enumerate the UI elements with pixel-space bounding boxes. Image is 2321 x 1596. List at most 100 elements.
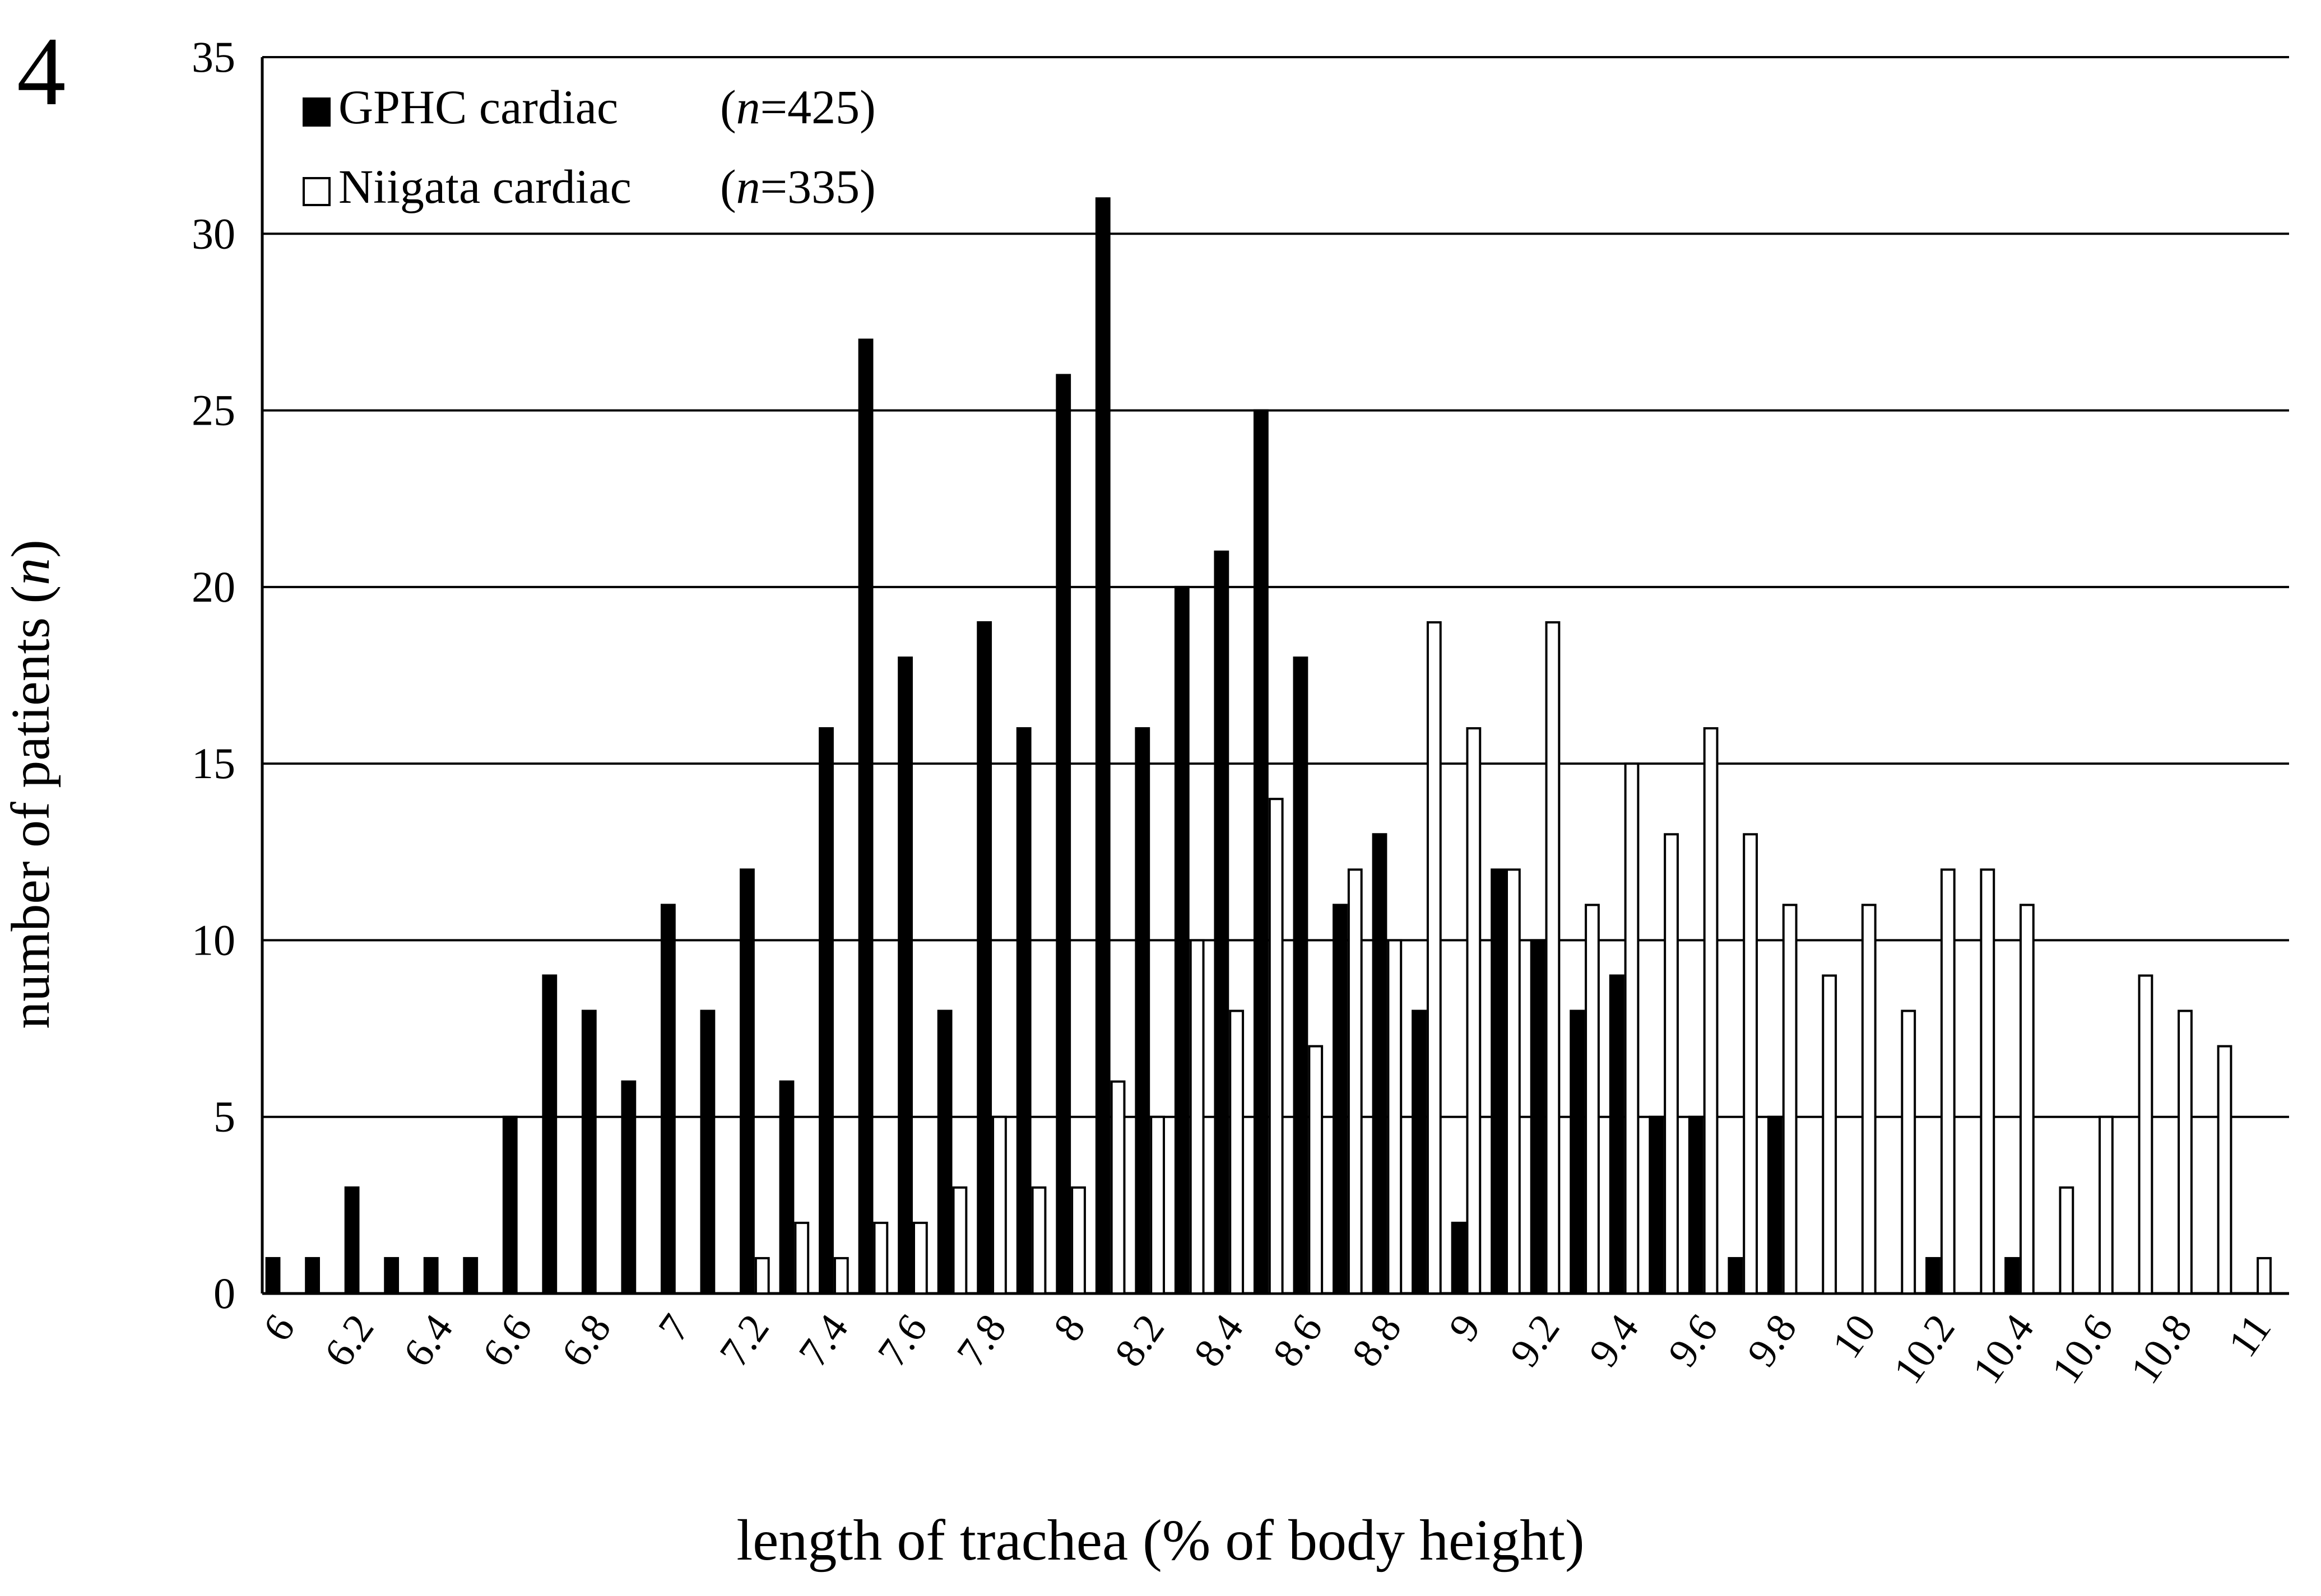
bar-gphc bbox=[305, 1257, 320, 1295]
bar-gphc bbox=[502, 1115, 518, 1295]
bar-gphc bbox=[660, 904, 676, 1295]
bar-gphc bbox=[740, 868, 755, 1295]
bar-niigata bbox=[873, 1221, 889, 1295]
x-tick-label: 10.8 bbox=[2122, 1306, 2201, 1392]
bar-gphc bbox=[1491, 868, 1506, 1295]
bar-niigata bbox=[754, 1257, 770, 1295]
bar-gphc bbox=[1333, 904, 1348, 1295]
bar-niigata bbox=[1466, 727, 1482, 1295]
bar-gphc bbox=[1214, 550, 1229, 1295]
bar-niigata bbox=[1782, 904, 1798, 1295]
figure-label: 4 bbox=[17, 17, 66, 125]
bar-gphc bbox=[1254, 409, 1269, 1295]
x-tick-label: 7.2 bbox=[711, 1306, 778, 1375]
bar-niigata bbox=[2257, 1257, 2272, 1295]
x-tick-label: 7.4 bbox=[790, 1306, 857, 1375]
x-tick-label: 9.6 bbox=[1659, 1306, 1726, 1375]
y-tick-label: 15 bbox=[192, 739, 235, 788]
bar-gphc bbox=[384, 1257, 400, 1295]
bar-niigata bbox=[1861, 904, 1877, 1295]
y-axis-label-close: ) bbox=[1, 539, 61, 558]
x-tick-label: 6.8 bbox=[553, 1306, 620, 1375]
bar-niigata bbox=[1268, 798, 1284, 1295]
bar-niigata bbox=[1110, 1080, 1126, 1295]
legend-swatch-gphc bbox=[303, 97, 331, 127]
x-tick-label: 9 bbox=[1440, 1306, 1489, 1350]
bar-niigata bbox=[1071, 1186, 1086, 1295]
bar-gphc bbox=[1728, 1257, 1743, 1295]
y-tick-label: 0 bbox=[213, 1269, 235, 1318]
bar-niigata bbox=[1229, 1009, 1245, 1295]
y-tick-label: 10 bbox=[192, 915, 235, 964]
x-tick-label: 8.6 bbox=[1264, 1306, 1331, 1375]
legend-label-gphc: GPHC cardiac bbox=[338, 80, 619, 134]
x-tick-label: 8.8 bbox=[1343, 1306, 1410, 1375]
bar-niigata bbox=[794, 1221, 810, 1295]
bar-gphc bbox=[1570, 1009, 1585, 1295]
bar-niigata bbox=[1347, 868, 1363, 1295]
bar-gphc bbox=[1174, 585, 1190, 1295]
bar-gphc bbox=[1609, 974, 1624, 1295]
bar-gphc bbox=[779, 1080, 795, 1295]
bar-gphc bbox=[1056, 374, 1071, 1295]
x-tick-label: 7 bbox=[649, 1306, 699, 1350]
y-tick-label: 35 bbox=[192, 32, 235, 81]
bar-niigata bbox=[1901, 1009, 1916, 1295]
bar-niigata bbox=[1506, 868, 1521, 1295]
x-tick-label: 8.2 bbox=[1106, 1306, 1173, 1375]
y-axis-label-n: n bbox=[1, 557, 61, 585]
x-tick-label: 9.4 bbox=[1580, 1306, 1647, 1375]
bar-niigata bbox=[992, 1115, 1007, 1295]
bar-niigata bbox=[2178, 1009, 2193, 1295]
bar-gphc bbox=[700, 1009, 716, 1295]
x-tick-label: 6.4 bbox=[394, 1306, 462, 1375]
bar-gphc bbox=[1095, 197, 1111, 1295]
bar-gphc bbox=[1293, 656, 1308, 1295]
bar-gphc bbox=[1688, 1115, 1703, 1295]
x-tick-label: 6.6 bbox=[474, 1306, 541, 1375]
legend-swatch-niigata bbox=[303, 177, 331, 206]
x-tick-label: 8.4 bbox=[1185, 1306, 1252, 1375]
bar-gphc bbox=[1530, 939, 1545, 1295]
bar-gphc bbox=[937, 1009, 953, 1295]
bar-gphc bbox=[423, 1257, 439, 1295]
bar-gphc bbox=[819, 727, 834, 1295]
bar-niigata bbox=[1387, 939, 1403, 1295]
bar-niigata bbox=[1031, 1186, 1047, 1295]
x-tick-label: 9.2 bbox=[1501, 1306, 1568, 1375]
bar-niigata bbox=[1703, 727, 1719, 1295]
y-tick-label: 20 bbox=[192, 562, 235, 611]
bar-gphc bbox=[542, 974, 558, 1295]
bar-gphc bbox=[1649, 1115, 1664, 1295]
bar-gphc bbox=[2004, 1257, 2020, 1295]
x-tick-label: 10.4 bbox=[1963, 1306, 2043, 1392]
x-axis-label: length of trachea (% of body height) bbox=[736, 1508, 1585, 1572]
bar-gphc bbox=[1135, 727, 1150, 1295]
x-tick-label: 11 bbox=[2220, 1306, 2280, 1365]
bar-gphc bbox=[265, 1257, 281, 1295]
bar-niigata bbox=[2019, 904, 2035, 1295]
bar-niigata bbox=[2138, 974, 2153, 1295]
x-tick-label: 10.2 bbox=[1884, 1306, 1963, 1392]
bar-gphc bbox=[1767, 1115, 1782, 1295]
bar-niigata bbox=[1664, 833, 1679, 1295]
legend-count-gphc: (n=425) bbox=[720, 80, 876, 134]
x-tick-label: 10.6 bbox=[2043, 1306, 2122, 1392]
bar-niigata bbox=[1189, 939, 1205, 1295]
bar-niigata bbox=[2099, 1115, 2114, 1295]
x-tick-label: 6.2 bbox=[315, 1306, 383, 1375]
bar-gphc bbox=[858, 338, 874, 1295]
bar-gphc bbox=[1372, 833, 1387, 1295]
bar-niigata bbox=[1940, 868, 1956, 1295]
bar-niigata bbox=[952, 1186, 968, 1295]
y-tick-label: 25 bbox=[192, 386, 235, 435]
bar-niigata bbox=[1624, 762, 1640, 1295]
bar-gphc bbox=[621, 1080, 637, 1295]
bar-niigata bbox=[912, 1221, 928, 1295]
legend-label-niigata: Niigata cardiac bbox=[338, 160, 632, 213]
bar-niigata bbox=[1743, 833, 1758, 1295]
y-tick-label: 5 bbox=[213, 1092, 235, 1141]
x-tick-label: 7.8 bbox=[948, 1306, 1015, 1375]
bar-gphc bbox=[581, 1009, 597, 1295]
